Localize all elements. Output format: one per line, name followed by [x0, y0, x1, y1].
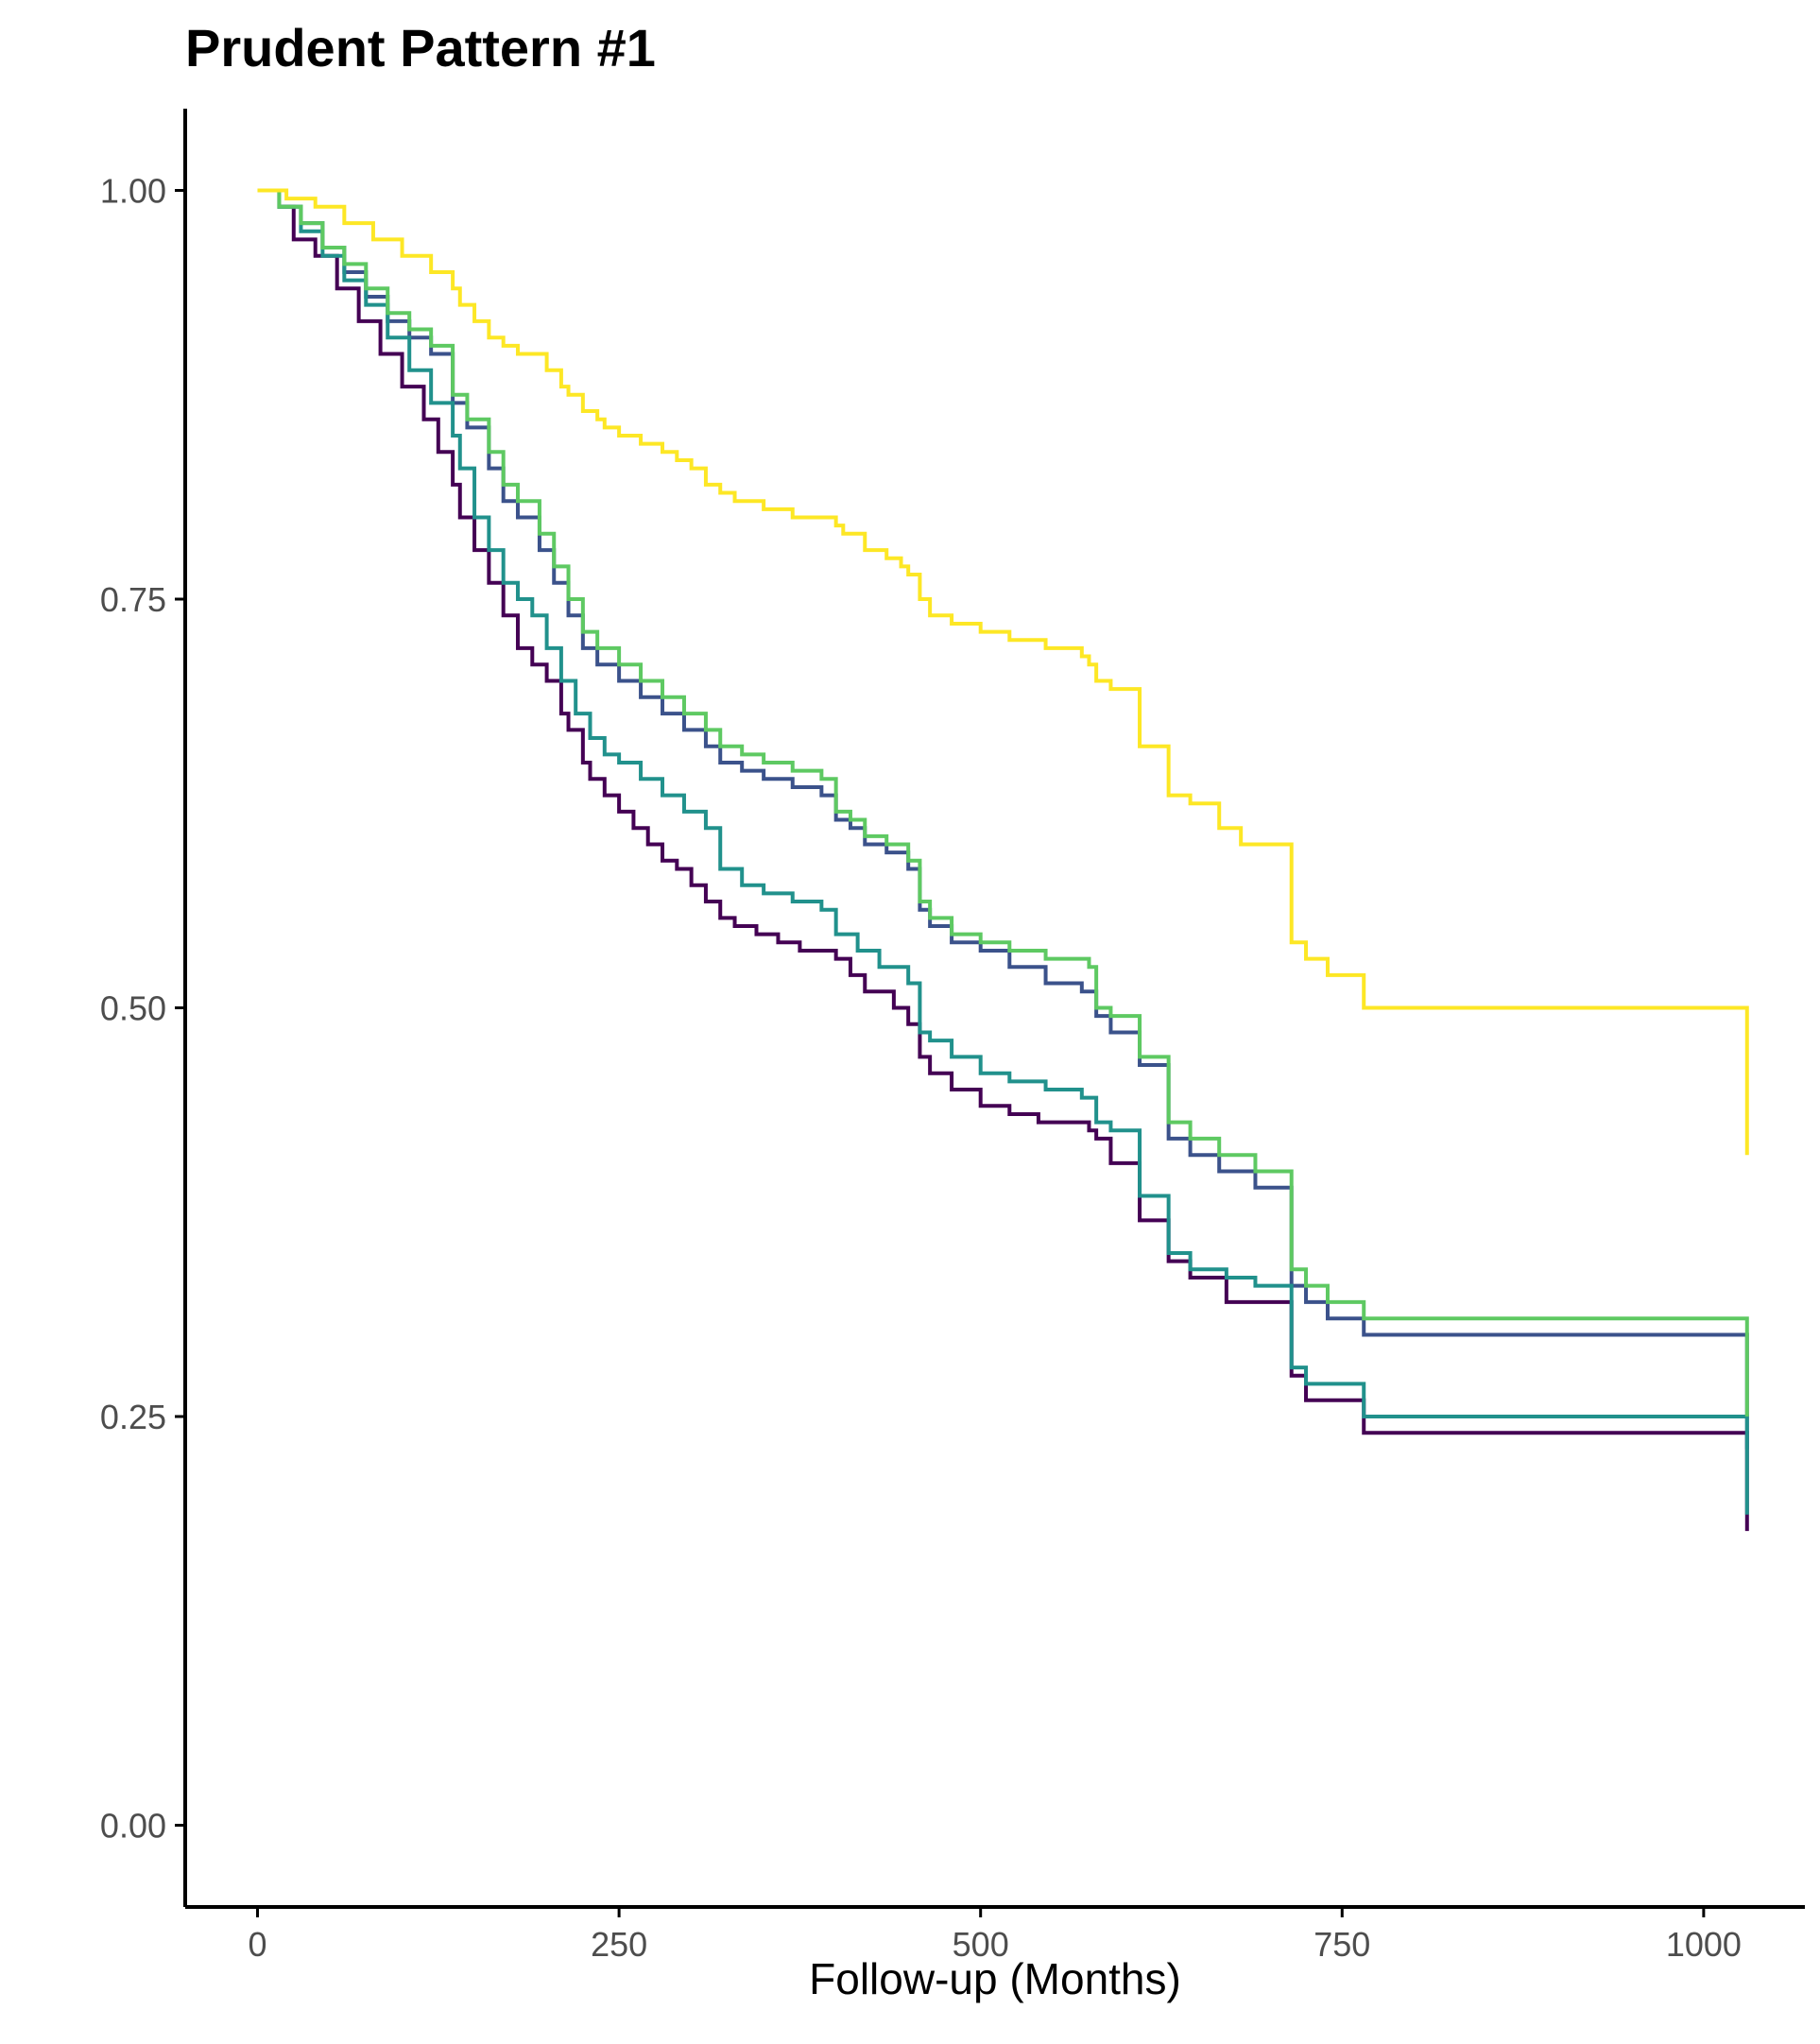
series-layer	[257, 188, 1749, 1532]
series-line-1	[257, 188, 1749, 1532]
x-axis-title: Follow-up (Months)	[809, 1954, 1181, 2003]
x-tick-label: 0	[249, 1925, 267, 1964]
y-axis-ticks: 0.00 0.25 0.50 0.75 1.00	[100, 172, 185, 1846]
x-axis-ticks: 0 250 500 750 1000	[249, 1907, 1742, 1964]
series-line-4	[257, 188, 1749, 1417]
y-tick-label: 0.75	[100, 580, 166, 619]
x-tick-label: 250	[591, 1925, 647, 1964]
y-tick-label: 1.00	[100, 172, 166, 211]
chart-title: Prudent Pattern #1	[185, 18, 656, 77]
x-tick-label: 1000	[1666, 1925, 1742, 1964]
series-line-2	[257, 188, 1749, 1450]
y-tick-label: 0.50	[100, 989, 166, 1028]
series-line-3	[257, 188, 1749, 1515]
y-tick-label: 0.00	[100, 1807, 166, 1846]
y-tick-label: 0.25	[100, 1398, 166, 1436]
series-line-5	[257, 188, 1749, 1156]
x-tick-label: 750	[1313, 1925, 1370, 1964]
x-tick-label: 500	[953, 1925, 1009, 1964]
